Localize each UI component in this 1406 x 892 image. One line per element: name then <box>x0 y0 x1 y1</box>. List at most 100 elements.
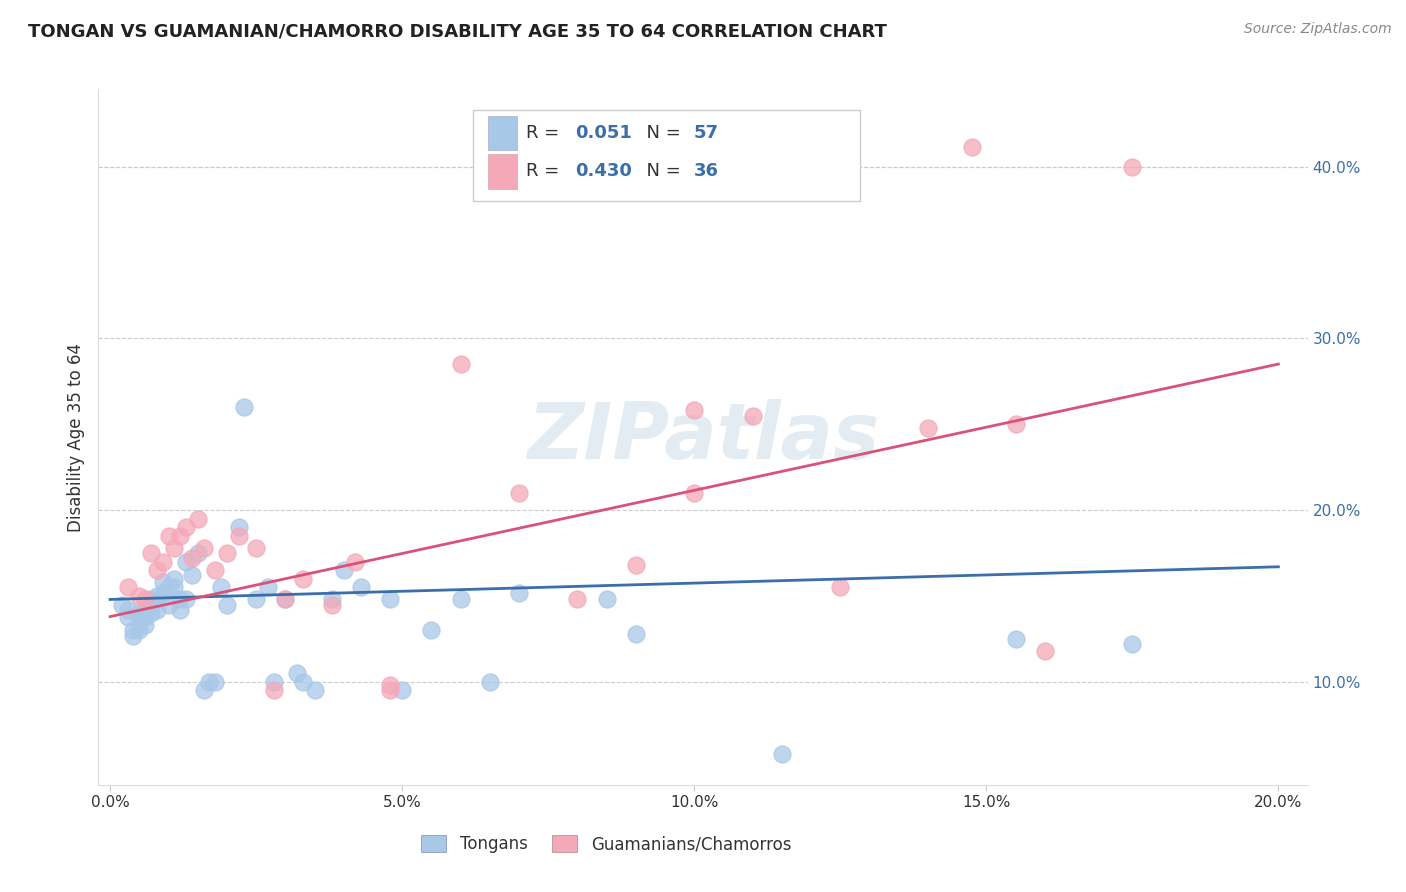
Point <box>291 674 314 689</box>
Point <box>157 581 180 595</box>
Point <box>163 581 186 595</box>
Text: 57: 57 <box>693 124 718 142</box>
Point <box>391 683 413 698</box>
Point <box>146 589 169 603</box>
Point <box>917 420 939 434</box>
Text: TONGAN VS GUAMANIAN/CHAMORRO DISABILITY AGE 35 TO 64 CORRELATION CHART: TONGAN VS GUAMANIAN/CHAMORRO DISABILITY … <box>28 22 887 40</box>
Point <box>508 486 530 500</box>
Point <box>567 592 589 607</box>
Point <box>291 572 314 586</box>
Point <box>134 603 156 617</box>
Point <box>380 678 402 692</box>
Point <box>204 674 226 689</box>
Point <box>174 555 197 569</box>
Point <box>209 581 232 595</box>
Point <box>741 409 763 423</box>
Point <box>321 592 343 607</box>
Point <box>350 581 373 595</box>
Point <box>169 529 191 543</box>
Point <box>274 592 297 607</box>
Point <box>215 598 238 612</box>
Point <box>128 615 150 629</box>
Point <box>245 541 267 555</box>
Point <box>420 624 443 638</box>
Point <box>157 529 180 543</box>
Point <box>1004 632 1026 646</box>
FancyBboxPatch shape <box>488 154 517 189</box>
Text: N =: N = <box>636 162 686 180</box>
Point <box>180 551 202 566</box>
Point <box>304 683 326 698</box>
Point <box>122 624 145 638</box>
Text: R =: R = <box>526 124 565 142</box>
Point <box>256 581 278 595</box>
Point <box>380 592 402 607</box>
Point <box>139 592 162 607</box>
Point <box>117 603 139 617</box>
Point <box>193 683 215 698</box>
Point <box>228 529 250 543</box>
Point <box>157 598 180 612</box>
Point <box>193 541 215 555</box>
Point <box>830 581 852 595</box>
Text: 0.051: 0.051 <box>575 124 631 142</box>
Point <box>508 585 530 599</box>
Text: N =: N = <box>636 124 686 142</box>
Point <box>1121 637 1143 651</box>
Point <box>344 555 367 569</box>
Point <box>152 585 174 599</box>
Point <box>321 598 343 612</box>
Point <box>380 683 402 698</box>
Point <box>624 627 647 641</box>
Point <box>770 747 793 761</box>
FancyBboxPatch shape <box>488 116 517 151</box>
Point <box>332 563 354 577</box>
Point <box>134 609 156 624</box>
Text: 0.430: 0.430 <box>575 162 631 180</box>
Point <box>478 674 501 689</box>
Point <box>128 624 150 638</box>
Point <box>117 609 139 624</box>
Point <box>163 541 186 555</box>
Point <box>215 546 238 560</box>
Point <box>139 598 162 612</box>
Point <box>169 603 191 617</box>
Point <box>174 592 197 607</box>
Point <box>128 606 150 620</box>
Point <box>263 674 285 689</box>
Point <box>146 592 169 607</box>
Point <box>139 546 162 560</box>
Text: ZIPatlas: ZIPatlas <box>527 399 879 475</box>
Point <box>228 520 250 534</box>
Point <box>1033 644 1056 658</box>
Point <box>180 568 202 582</box>
Point <box>204 563 226 577</box>
Point <box>128 589 150 603</box>
Point <box>134 592 156 607</box>
Point <box>245 592 267 607</box>
Point <box>139 606 162 620</box>
Point <box>274 592 297 607</box>
Point <box>624 558 647 572</box>
Point <box>169 592 191 607</box>
Point <box>187 511 209 525</box>
Point <box>233 400 256 414</box>
Text: 36: 36 <box>693 162 718 180</box>
Point <box>1004 417 1026 432</box>
Point <box>174 520 197 534</box>
Point <box>683 403 706 417</box>
Point <box>962 140 984 154</box>
FancyBboxPatch shape <box>474 110 860 201</box>
Y-axis label: Disability Age 35 to 64: Disability Age 35 to 64 <box>67 343 86 532</box>
Text: Source: ZipAtlas.com: Source: ZipAtlas.com <box>1244 22 1392 37</box>
Point <box>683 486 706 500</box>
Point <box>450 357 472 371</box>
Point <box>595 592 617 607</box>
Text: R =: R = <box>526 162 565 180</box>
Point <box>111 598 134 612</box>
Point <box>117 581 139 595</box>
Point <box>152 575 174 590</box>
Point <box>263 683 285 698</box>
Point <box>122 628 145 642</box>
Legend: Tongans, Guamanians/Chamorros: Tongans, Guamanians/Chamorros <box>415 829 799 860</box>
